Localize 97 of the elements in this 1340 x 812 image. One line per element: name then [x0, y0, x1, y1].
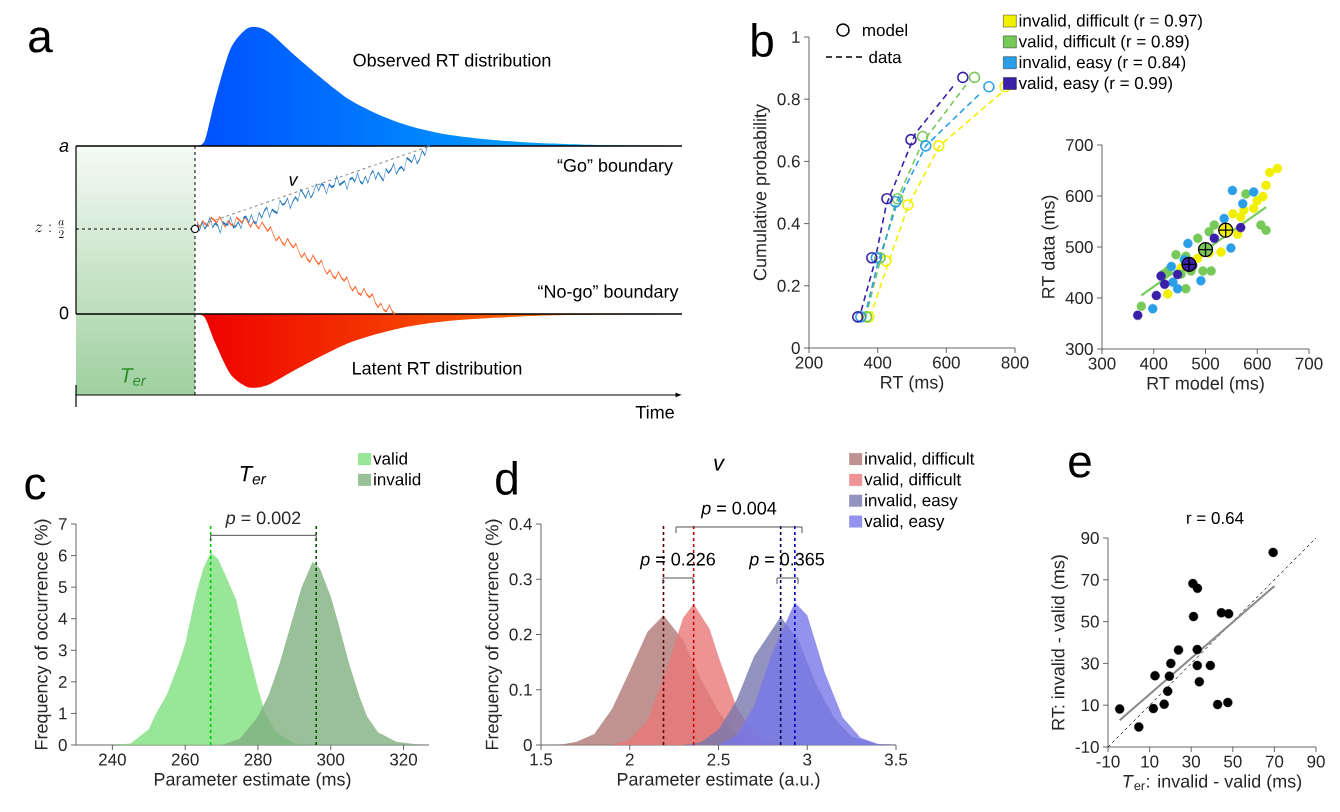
- text: Time: [635, 405, 674, 419]
- legend-label: invalid, difficult (r = 0.97): [1019, 14, 1202, 30]
- chart-title: v: [714, 458, 726, 471]
- legend-label: valid, easy: [864, 514, 945, 531]
- y-tick-label: 0.6: [777, 155, 800, 168]
- x-tick-label: 280: [244, 753, 272, 766]
- y-tick-label: 400: [1065, 291, 1093, 305]
- y-tick-label: 5: [58, 581, 67, 594]
- x-tick-label: 320: [389, 753, 418, 766]
- x-tick-label: 70: [1265, 755, 1284, 768]
- chart-title: T$_{er}$: [240, 466, 267, 485]
- legend-label: invalid: [374, 473, 421, 486]
- x-axis-title: RT (ms): [881, 375, 944, 393]
- legend-label: valid, difficult: [864, 473, 962, 488]
- x-tick-label: 700: [1295, 357, 1323, 370]
- legend-label: invalid, easy: [865, 493, 958, 510]
- y-axis-title: Frequency of occurrence (%): [34, 519, 52, 750]
- x-tick-label: 300: [317, 753, 345, 766]
- y-tick-label: 0.3: [509, 573, 532, 586]
- text: r = 0.64: [1187, 511, 1244, 525]
- legend-label: valid: [373, 452, 407, 465]
- text: c: [25, 474, 46, 500]
- x-tick-label: 400: [863, 356, 892, 369]
- y-tick-label: 50: [1081, 615, 1099, 628]
- x-tick-label: 10: [1141, 755, 1159, 768]
- x-axis-title: Parameter estimate (ms): [154, 772, 351, 790]
- text: a: [59, 142, 69, 152]
- x-axis-title: T$_{er}$: invalid - valid (ms): [1123, 774, 1302, 792]
- y-axis-title: RT data (ms): [1041, 195, 1059, 298]
- x-tick-label: 600: [1243, 357, 1271, 370]
- x-tick-label: 500: [1192, 357, 1220, 370]
- legend-label: invalid, difficult: [865, 452, 975, 467]
- y-tick-label: 0: [791, 341, 800, 355]
- x-tick-label: 400: [1139, 357, 1168, 370]
- x-tick-label: 50: [1224, 755, 1242, 768]
- y-tick-label: 1: [792, 31, 800, 43]
- legend-label: invalid, easy (r = 0.84): [1019, 55, 1186, 72]
- y-tick-label: 0.2: [777, 279, 800, 292]
- y-tick-label: 700: [1065, 138, 1093, 152]
- text: Latent RT distribution: [353, 361, 522, 375]
- x-tick-label: 600: [933, 356, 960, 369]
- y-tick-label: 300: [1065, 342, 1093, 356]
- y-tick-label: 4: [58, 612, 67, 625]
- y-axis-title: Frequency of occurrence (%): [485, 519, 502, 750]
- text: a: [29, 27, 53, 53]
- annotation: p = 0.365: [748, 552, 825, 570]
- annotation: p = 0.226: [639, 552, 715, 570]
- text: e: [1069, 452, 1091, 478]
- x-axis-title: RT model (ms): [1147, 376, 1264, 394]
- legend-label: valid, easy (r = 0.99): [1018, 76, 1172, 93]
- y-tick-label: 0.4: [509, 517, 532, 531]
- annotation: data: [869, 50, 902, 64]
- x-tick-label: 240: [99, 753, 126, 766]
- x-tick-label: 260: [171, 753, 199, 766]
- text: b: [752, 23, 773, 57]
- y-tick-label: 500: [1065, 240, 1093, 254]
- text: T$_{er}$: [121, 368, 147, 386]
- text: v: [289, 176, 299, 186]
- y-tick-label: 70: [1081, 573, 1099, 586]
- x-tick-label: 1.5: [530, 753, 553, 766]
- y-tick-label: 30: [1081, 657, 1099, 670]
- x-tick-label: 2: [625, 753, 634, 766]
- y-tick-label: 0: [523, 738, 532, 752]
- y-tick-label: 0.1: [509, 683, 532, 696]
- y-tick-label: 0.4: [777, 217, 800, 230]
- annotation: p = 0.002: [225, 511, 301, 528]
- x-tick-label: -10: [1096, 755, 1120, 768]
- y-tick-label: 90: [1081, 531, 1099, 545]
- text: d: [496, 461, 517, 495]
- y-tick-label: 0.2: [509, 628, 532, 641]
- y-tick-label: 3: [58, 644, 67, 657]
- x-tick-label: 3: [803, 753, 812, 766]
- y-tick-label: 10: [1081, 699, 1099, 712]
- y-tick-label: 1: [59, 707, 67, 720]
- text: p = 0.004: [700, 501, 777, 519]
- x-tick-label: 30: [1182, 755, 1201, 768]
- text: Observed RT distribution: [353, 53, 551, 67]
- y-tick-label: 0: [58, 738, 67, 752]
- text: $z:\frac{a}{2}$: [35, 219, 65, 238]
- x-tick-label: 3.5: [884, 753, 908, 766]
- y-tick-label: -10: [1075, 740, 1099, 754]
- x-tick-label: 2.5: [707, 753, 730, 766]
- y-tick-label: 6: [58, 549, 67, 562]
- text: model: [862, 23, 908, 37]
- x-axis-title: Parameter estimate (a.u.): [617, 772, 820, 790]
- legend-label: valid, difficult (r = 0.89): [1018, 34, 1189, 51]
- x-tick-label: 200: [795, 356, 823, 369]
- x-tick-label: 90: [1307, 755, 1325, 768]
- y-tick-label: 7: [58, 518, 67, 530]
- x-tick-label: 800: [1001, 356, 1029, 369]
- text: “No-go” boundary: [538, 284, 679, 302]
- y-tick-label: 2: [58, 675, 67, 688]
- y-tick-label: 0.8: [777, 93, 800, 106]
- y-tick-label: 600: [1065, 189, 1093, 203]
- text: “Go” boundary: [557, 158, 673, 176]
- y-axis-title: RT: invalid - valid (ms): [1051, 555, 1069, 730]
- y-axis-title: Cumulative probability: [753, 104, 770, 281]
